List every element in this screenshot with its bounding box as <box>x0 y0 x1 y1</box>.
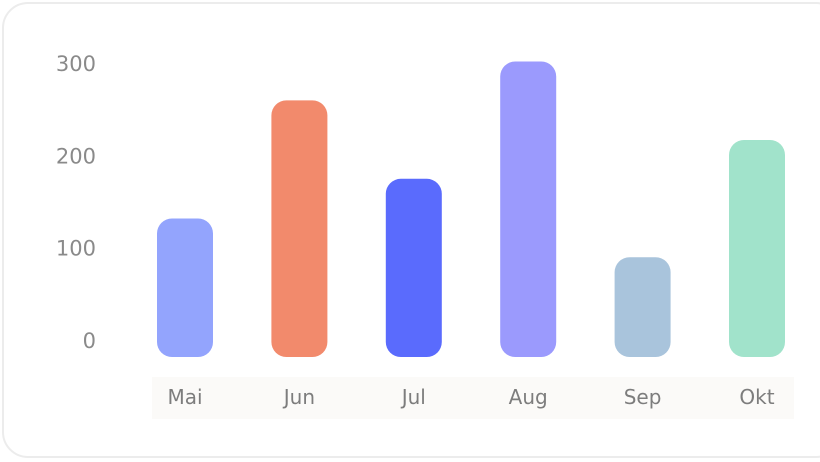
x-tick-label: Okt <box>739 385 774 409</box>
x-tick-label: Mai <box>167 385 202 409</box>
bars-group <box>157 61 785 358</box>
bar-mai[interactable] <box>157 218 213 358</box>
bar-sep[interactable] <box>614 257 671 357</box>
y-tick-label: 200 <box>56 144 96 168</box>
x-tick-label: Sep <box>624 385 662 409</box>
x-tick-label: Jul <box>400 385 426 409</box>
x-axis: Mai Jun Jul Aug Sep Okt <box>167 385 774 409</box>
y-axis: 0 100 200 300 <box>56 52 96 353</box>
y-tick-label: 100 <box>56 237 96 261</box>
x-axis-label-band <box>152 377 794 419</box>
x-tick-label: Aug <box>509 385 548 409</box>
bar-aug[interactable] <box>500 61 557 358</box>
y-tick-label: 300 <box>56 52 96 76</box>
y-tick-label: 0 <box>83 329 96 353</box>
x-tick-label: Jun <box>282 385 315 409</box>
bar-okt[interactable] <box>729 140 785 357</box>
bar-jul[interactable] <box>385 178 442 357</box>
bar-jun[interactable] <box>271 100 328 358</box>
